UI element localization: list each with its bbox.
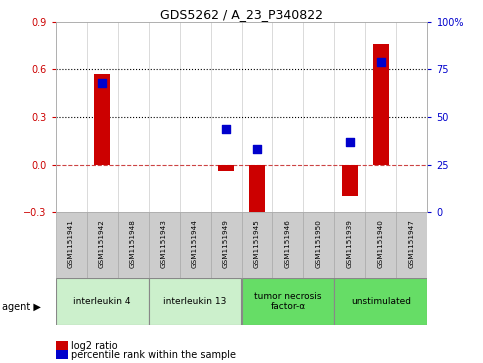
- Bar: [334, 278, 427, 325]
- Bar: [149, 212, 180, 278]
- Bar: [180, 212, 211, 278]
- Bar: [56, 278, 149, 325]
- Title: GDS5262 / A_23_P340822: GDS5262 / A_23_P340822: [160, 8, 323, 21]
- Text: GSM1151940: GSM1151940: [378, 219, 384, 268]
- Text: GSM1151942: GSM1151942: [99, 219, 105, 268]
- Point: [253, 147, 261, 152]
- Bar: [242, 278, 334, 325]
- Bar: [86, 212, 117, 278]
- Bar: [373, 44, 389, 165]
- Text: interleukin 13: interleukin 13: [163, 297, 227, 306]
- Point: [222, 126, 230, 131]
- Text: GSM1151945: GSM1151945: [254, 219, 260, 268]
- Text: unstimulated: unstimulated: [351, 297, 411, 306]
- Bar: [211, 212, 242, 278]
- Text: GSM1151943: GSM1151943: [161, 219, 167, 268]
- Bar: [397, 212, 427, 278]
- Text: GSM1151944: GSM1151944: [192, 219, 198, 268]
- Text: GSM1151941: GSM1151941: [68, 219, 74, 268]
- Bar: [117, 212, 149, 278]
- Bar: [303, 212, 334, 278]
- Bar: [272, 212, 303, 278]
- Bar: [242, 212, 272, 278]
- Text: GSM1151947: GSM1151947: [409, 219, 415, 268]
- Text: GSM1151948: GSM1151948: [130, 219, 136, 268]
- Text: agent ▶: agent ▶: [2, 302, 41, 312]
- Text: tumor necrosis
factor-α: tumor necrosis factor-α: [254, 291, 322, 311]
- Point: [346, 139, 354, 145]
- Text: GSM1151950: GSM1151950: [316, 219, 322, 268]
- Bar: [149, 278, 242, 325]
- Bar: [342, 165, 358, 196]
- Text: percentile rank within the sample: percentile rank within the sample: [71, 350, 236, 360]
- Point: [377, 59, 385, 65]
- Text: log2 ratio: log2 ratio: [71, 341, 118, 351]
- Bar: [249, 165, 265, 216]
- Point: [98, 80, 106, 86]
- Bar: [94, 74, 110, 165]
- Text: GSM1151939: GSM1151939: [347, 219, 353, 268]
- Bar: [218, 165, 234, 171]
- Bar: [334, 212, 366, 278]
- Bar: [366, 212, 397, 278]
- Text: GSM1151946: GSM1151946: [285, 219, 291, 268]
- Bar: [56, 212, 86, 278]
- Text: GSM1151949: GSM1151949: [223, 219, 229, 268]
- Text: interleukin 4: interleukin 4: [73, 297, 131, 306]
